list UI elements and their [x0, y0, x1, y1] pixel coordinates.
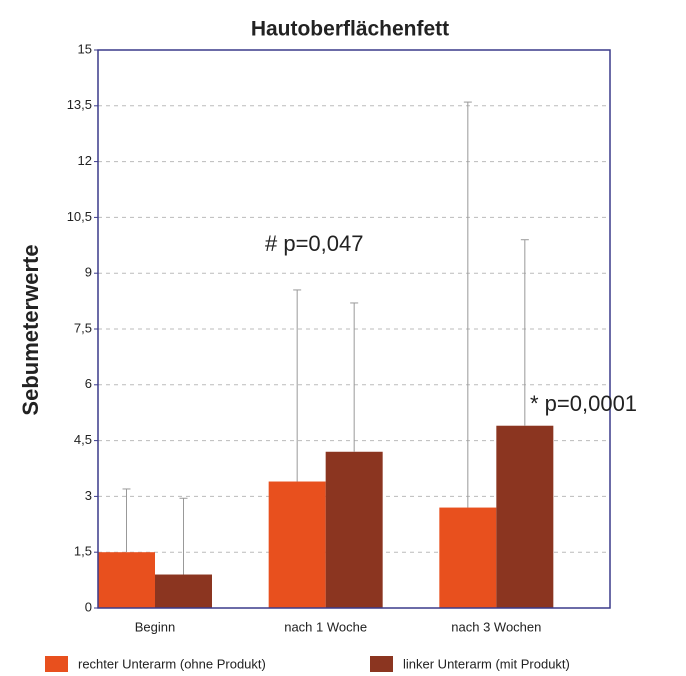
plot-border	[97, 49, 611, 609]
x-tick-label: Beginn	[135, 619, 175, 634]
y-tick-label: 0	[85, 599, 92, 614]
legend-swatch	[45, 656, 68, 672]
bar	[98, 552, 155, 608]
y-tick-label: 9	[85, 265, 92, 280]
y-tick-label: 7,5	[74, 320, 92, 335]
bar	[268, 481, 326, 608]
bar	[155, 574, 212, 608]
chart-title: Hautoberflächenfett	[251, 18, 449, 41]
bar	[325, 451, 383, 608]
bar	[496, 425, 554, 608]
y-tick-label: 6	[85, 376, 92, 391]
x-tick-label: nach 3 Wochen	[451, 619, 541, 634]
bar	[439, 507, 497, 608]
y-tick-label: 3	[85, 488, 92, 503]
y-tick-label: 15	[78, 41, 92, 56]
annotation: * p=0,0001	[530, 391, 637, 416]
legend-label: linker Unterarm (mit Produkt)	[403, 656, 570, 671]
x-tick-label: nach 1 Woche	[284, 619, 367, 634]
y-tick-label: 12	[78, 153, 92, 168]
legend-swatch	[370, 656, 393, 672]
legend-label: rechter Unterarm (ohne Produkt)	[78, 656, 266, 671]
annotation: # p=0,047	[265, 231, 363, 256]
y-tick-label: 10,5	[67, 209, 92, 224]
y-tick-label: 4,5	[74, 432, 92, 447]
y-axis-label: Sebumeterwerte	[18, 244, 43, 415]
y-tick-label: 13,5	[67, 97, 92, 112]
y-tick-label: 1,5	[74, 544, 92, 559]
